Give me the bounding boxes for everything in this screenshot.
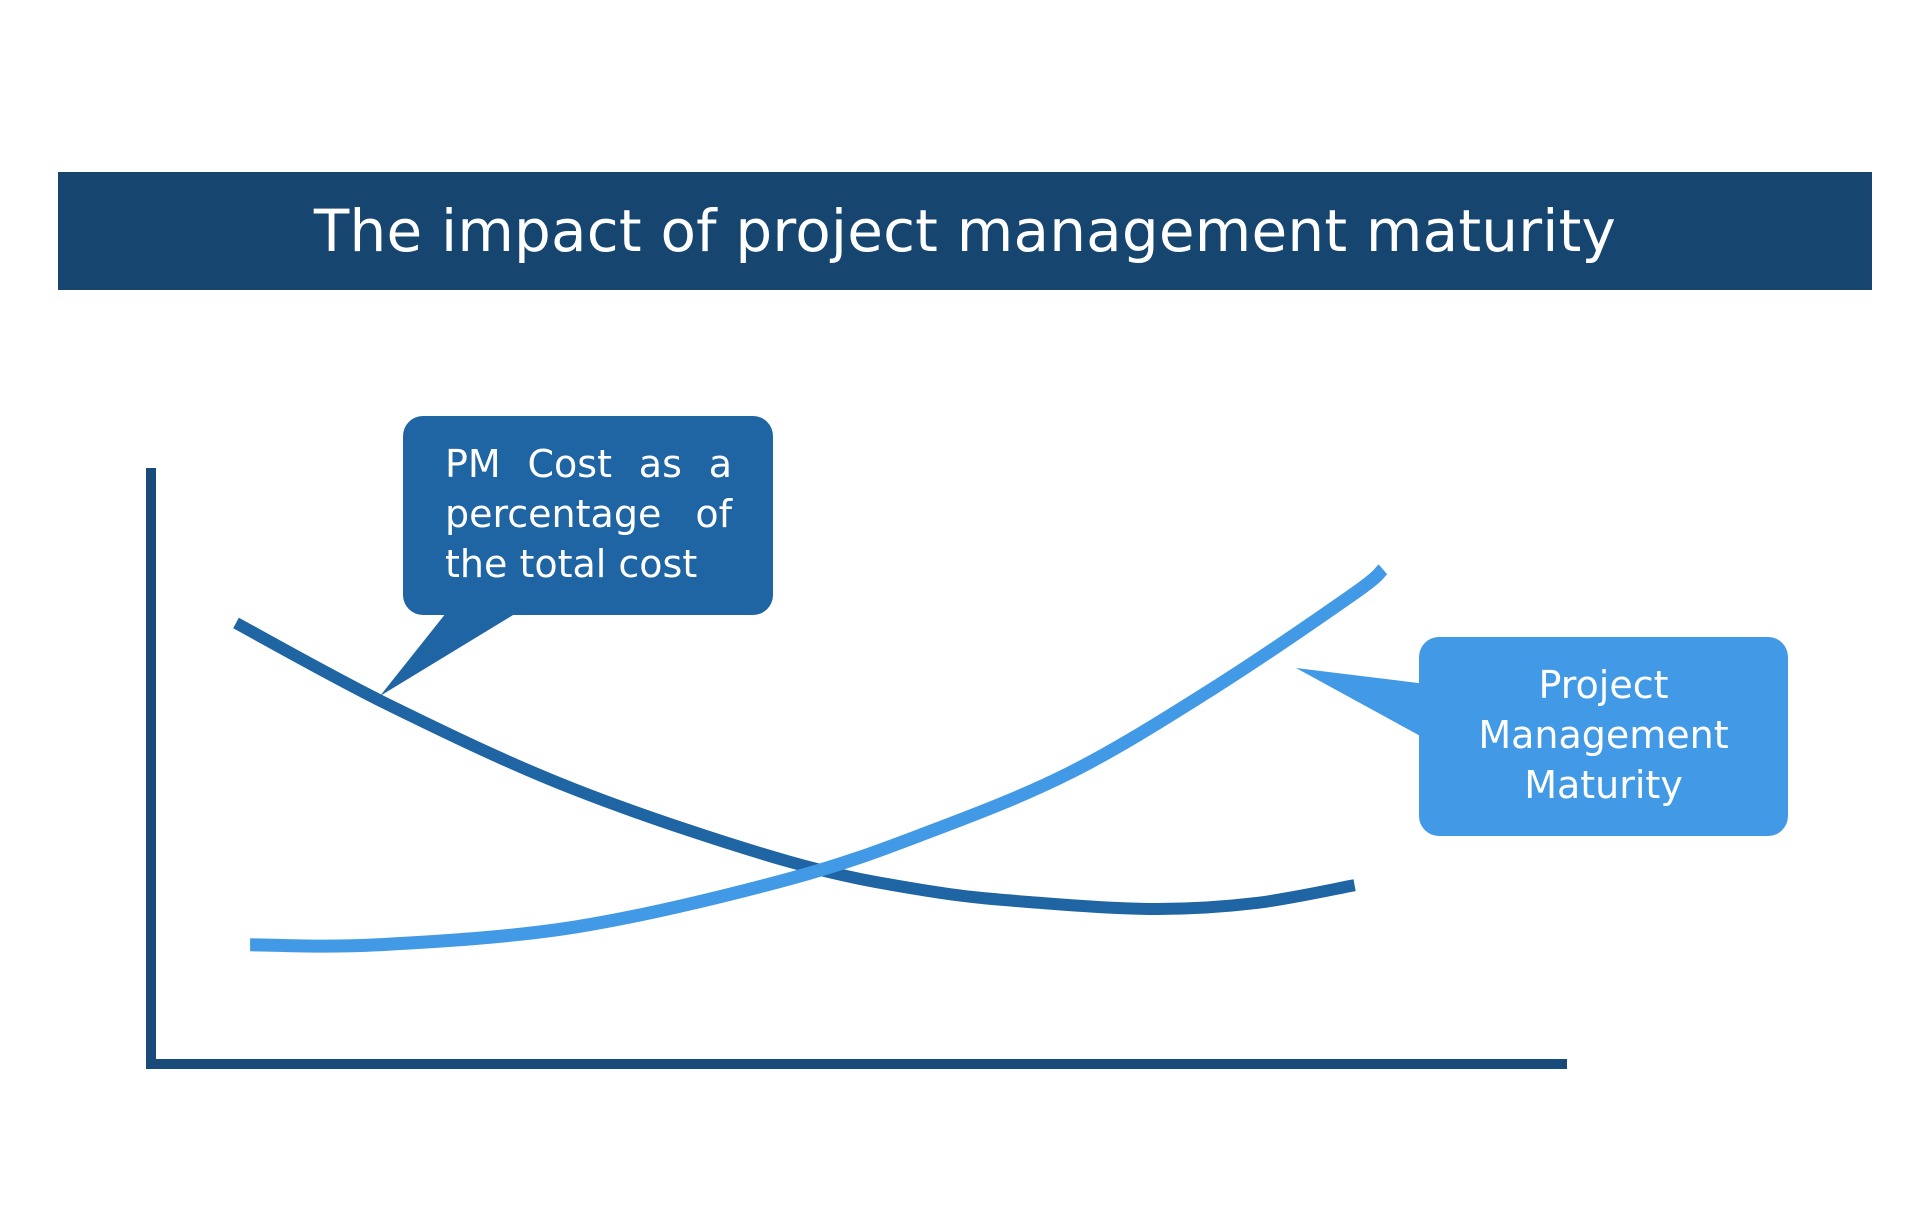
callout-tail-maturity [1296,668,1426,738]
callout-pm-cost: PM Cost as a percentage of the total cos… [403,416,773,615]
axes [146,468,1567,1069]
callout-tails [380,608,1426,738]
series-line-pm-cost [233,617,1356,916]
series-line-pm-maturity [250,564,1388,953]
series-layer [233,564,1388,953]
chart-title: The impact of project management maturit… [313,197,1617,265]
title-banner: The impact of project management maturit… [58,172,1872,290]
callout-pm-maturity: Project Management Maturity [1419,637,1788,836]
callout-tail-cost [380,608,518,696]
